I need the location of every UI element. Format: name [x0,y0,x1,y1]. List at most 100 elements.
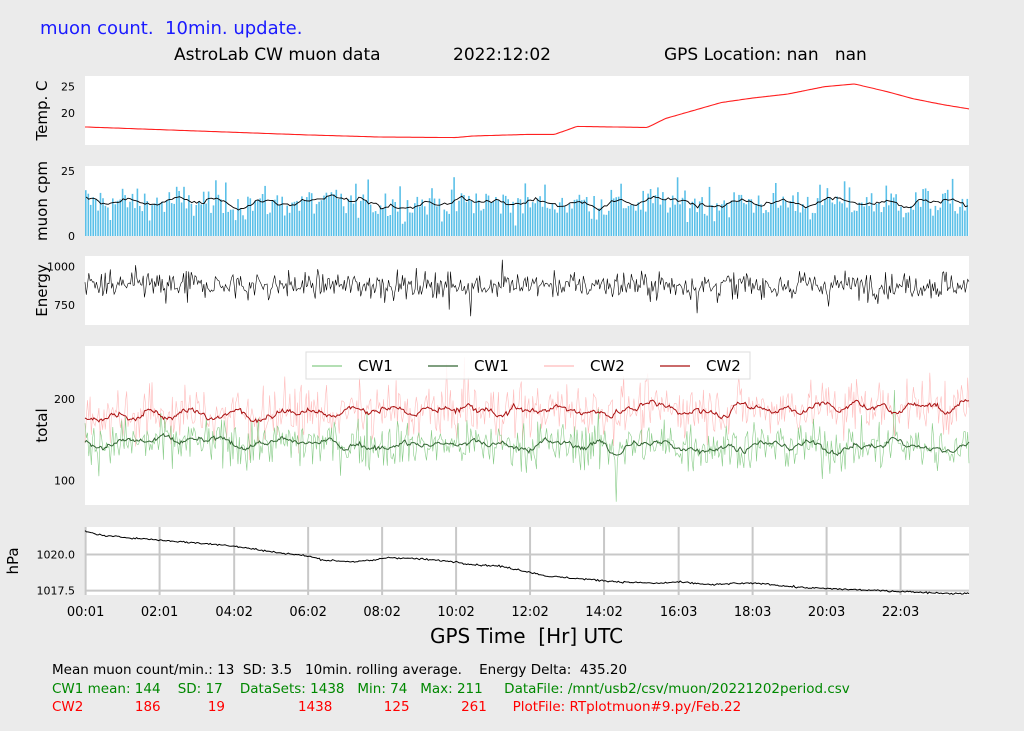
x-tick-label-6: 12:02 [511,605,548,620]
muon-bar [922,189,924,236]
muon-bar [522,213,524,236]
muon-bar [939,207,942,236]
muon-bar [276,195,279,236]
muon-bar [951,178,954,236]
muon-bar [357,217,360,236]
muon-bar [374,211,377,236]
muon-bar [156,197,158,236]
muon-bar [409,212,411,236]
muon-bar [934,205,937,236]
muon-bar [961,198,964,236]
muon-bar [252,210,254,236]
muon-bar [399,186,401,236]
muon-bar [846,207,848,236]
muon-bar [826,188,829,236]
x-tick-label-9: 18:03 [734,605,771,620]
muon-bar [927,191,929,236]
muon-bar [814,213,816,236]
muon-bar [782,196,784,236]
muon-bar [674,204,676,236]
muon-bar [401,223,404,236]
muon-bar [789,201,792,236]
muon-bar [286,205,288,236]
muon-bar [428,198,431,236]
muon-bar [929,208,932,236]
muon-bar [750,199,753,236]
muon-bar [861,202,863,236]
x-tick-label-8: 16:03 [660,605,697,620]
muon-bar [389,215,392,236]
y-tick-label-4-1: 1020.0 [37,548,76,561]
muon-bar [438,198,441,236]
muon-bar [188,195,190,236]
muon-bar [590,218,593,236]
muon-bar [568,203,571,236]
muon-bar [247,196,249,236]
muon-bar [477,200,480,236]
muon-bar [271,201,274,236]
muon-bar [256,200,259,236]
muon-bar [706,215,708,236]
muon-bar [519,199,522,236]
muon-bar [394,202,396,236]
muon-bar [264,185,266,236]
y-axis-label-3: total [33,408,51,442]
muon-bar [436,206,438,236]
muon-bar [870,193,873,236]
muon-bar [423,206,426,236]
muon-bar [335,189,338,236]
muon-bar [411,212,414,236]
muon-bar [350,195,352,236]
cw1-raw-line [84,389,970,502]
muon-bar [821,205,824,236]
muon-bar [713,221,716,236]
muon-bar [615,197,617,236]
muon-bar [583,199,586,236]
muon-bar [600,199,603,236]
muon-bar [603,214,605,236]
muon-bar [490,202,492,236]
muon-bar [566,212,568,236]
muon-bar [809,219,811,236]
pressure-panel [85,527,969,595]
muon-bar [667,212,669,236]
muon-bar [892,197,895,236]
muon-bar [195,205,198,236]
muon-bar [956,213,959,236]
legend-label-3: CW2 [706,357,741,375]
muon-bar [421,199,423,236]
muon-bar [229,209,232,236]
y-tick-label-2-1: 1000 [47,261,75,274]
muon-bar [752,212,755,236]
muon-bar [139,206,141,236]
muon-bar [470,201,473,236]
muon-bar [458,200,460,236]
muon-bar [249,198,252,236]
muon-bar [848,187,851,236]
update-note: muon count. 10min. update. [40,18,303,39]
muon-bar [804,208,807,236]
muon-bar [851,212,853,236]
muon-bar [198,201,200,236]
muon-bar [453,177,455,236]
muon-bar [168,192,171,236]
muon-bar [109,220,112,236]
muon-bar [581,200,583,236]
muon-rolling-average-line [85,194,968,211]
muon-bar [875,203,878,236]
muon-bar [382,208,384,236]
muon-bar [362,194,365,236]
muon-bar [193,215,195,236]
muon-bar [92,197,94,236]
muon-bar [352,203,355,236]
muon-bar [104,205,107,236]
muon-bar [102,198,104,236]
muon-bar [99,192,102,236]
muon-bar [585,197,588,236]
x-tick-label-3: 06:02 [289,605,326,620]
muon-bar [819,184,821,236]
y-axis-label-1: muon cpm [33,161,51,241]
muon-bar [946,189,949,236]
muon-bar [777,207,780,236]
